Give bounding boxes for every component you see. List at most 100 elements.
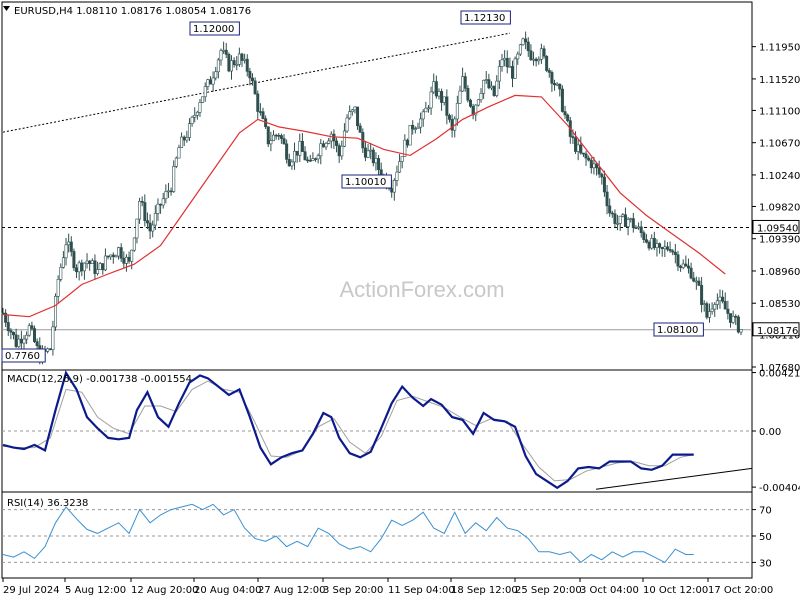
candle-body xyxy=(739,329,743,333)
candle-body xyxy=(272,134,276,141)
candle-body xyxy=(174,157,178,167)
price-tick-label: 1.07680 xyxy=(759,363,800,374)
candle-body xyxy=(77,262,81,273)
candle-body xyxy=(516,53,520,60)
candle-body xyxy=(539,48,543,60)
candle-body xyxy=(64,244,68,259)
candle-body xyxy=(723,301,727,310)
candle-body xyxy=(140,200,144,203)
candle-body xyxy=(426,107,430,110)
candle-body xyxy=(235,64,239,66)
candle-body xyxy=(728,313,732,323)
candle-body xyxy=(668,249,672,252)
candle-body xyxy=(647,241,651,249)
candle-body xyxy=(440,91,444,103)
candle-body xyxy=(369,149,373,152)
candle-body xyxy=(458,90,462,104)
candle-body xyxy=(474,104,478,116)
candle-body xyxy=(637,226,641,229)
candle-body xyxy=(563,111,567,116)
candle-body xyxy=(650,238,654,249)
candle-body xyxy=(621,214,625,217)
candle-body xyxy=(72,251,76,269)
candle-body xyxy=(547,70,551,73)
watermark: ActionForex.com xyxy=(339,277,504,302)
rsi-label: RSI(14) 36.3238 xyxy=(7,498,88,509)
candle-body xyxy=(629,218,633,220)
candle-body xyxy=(663,246,667,250)
candle-body xyxy=(524,38,528,43)
header-marker xyxy=(3,6,10,11)
candle-body xyxy=(166,190,170,193)
rsi-tick-label: 30 xyxy=(759,558,772,569)
candle-body xyxy=(521,38,525,46)
candle-body xyxy=(500,59,504,67)
candle-body xyxy=(411,124,415,130)
candle-body xyxy=(639,226,643,233)
candle-body xyxy=(482,79,486,94)
candle-body xyxy=(434,81,438,97)
candle-body xyxy=(421,111,425,120)
level-label: 1.08176 xyxy=(757,326,798,337)
candle-body xyxy=(130,249,134,262)
macd-tick-label: -0.004047 xyxy=(759,483,800,494)
candle-body xyxy=(455,102,459,120)
candle-body xyxy=(413,128,417,130)
annotation-box xyxy=(189,21,240,36)
annotation-box xyxy=(1,348,46,363)
candle-body xyxy=(201,96,205,103)
candle-body xyxy=(290,161,294,167)
candle-body xyxy=(560,88,564,112)
price-tick-label: 1.10670 xyxy=(759,139,800,150)
candle-body xyxy=(689,267,693,279)
candle-body xyxy=(287,159,291,167)
annotation-box xyxy=(653,322,704,337)
candle-body xyxy=(508,66,512,68)
candle-body xyxy=(545,55,549,71)
candle-body xyxy=(374,158,378,164)
price-tick-label: 1.09390 xyxy=(759,235,800,246)
candle-body xyxy=(736,316,740,333)
candle-body xyxy=(208,79,212,85)
x-tick-label: 11 Sep 04:00 xyxy=(388,585,455,596)
candle-body xyxy=(156,203,160,214)
candle-body xyxy=(282,138,286,145)
price-annotations: 1.12000 1.12130 1.10010 1.08100 0.7760 xyxy=(1,10,704,363)
price-tick-label: 1.09820 xyxy=(759,202,800,213)
level-label-box xyxy=(752,219,800,234)
candle-body xyxy=(6,322,10,331)
annotation-label: 0.7760 xyxy=(5,351,40,362)
candle-body xyxy=(660,247,664,250)
candle-body xyxy=(405,139,409,146)
candle-body xyxy=(164,191,168,200)
x-tick-label: 3 Oct 04:00 xyxy=(580,585,639,596)
candle-body xyxy=(605,191,609,207)
x-tick-label: 17 Oct 20:00 xyxy=(708,585,773,596)
candle-body xyxy=(626,219,630,227)
candle-body xyxy=(143,202,147,221)
candle-body xyxy=(227,54,231,72)
candle-body xyxy=(195,111,199,116)
candle-body xyxy=(224,49,228,55)
candle-body xyxy=(686,265,690,269)
candle-body xyxy=(513,58,517,79)
candle-body xyxy=(529,50,533,60)
candle-body xyxy=(553,83,557,86)
candle-body xyxy=(707,311,711,318)
candle-body xyxy=(363,147,367,158)
candle-body xyxy=(211,77,215,85)
candle-body xyxy=(665,246,669,250)
candle-body xyxy=(348,111,352,119)
candle-body xyxy=(702,303,706,305)
candle-body xyxy=(266,126,270,145)
annotation-label: 1.08100 xyxy=(657,325,698,336)
candle-body xyxy=(597,167,601,175)
candle-body xyxy=(198,102,202,113)
candle-body xyxy=(67,241,71,246)
candle-body xyxy=(180,136,184,148)
candle-body xyxy=(229,60,233,72)
candle-body xyxy=(327,140,331,144)
candle-body xyxy=(652,238,656,248)
candle-body xyxy=(88,260,92,264)
